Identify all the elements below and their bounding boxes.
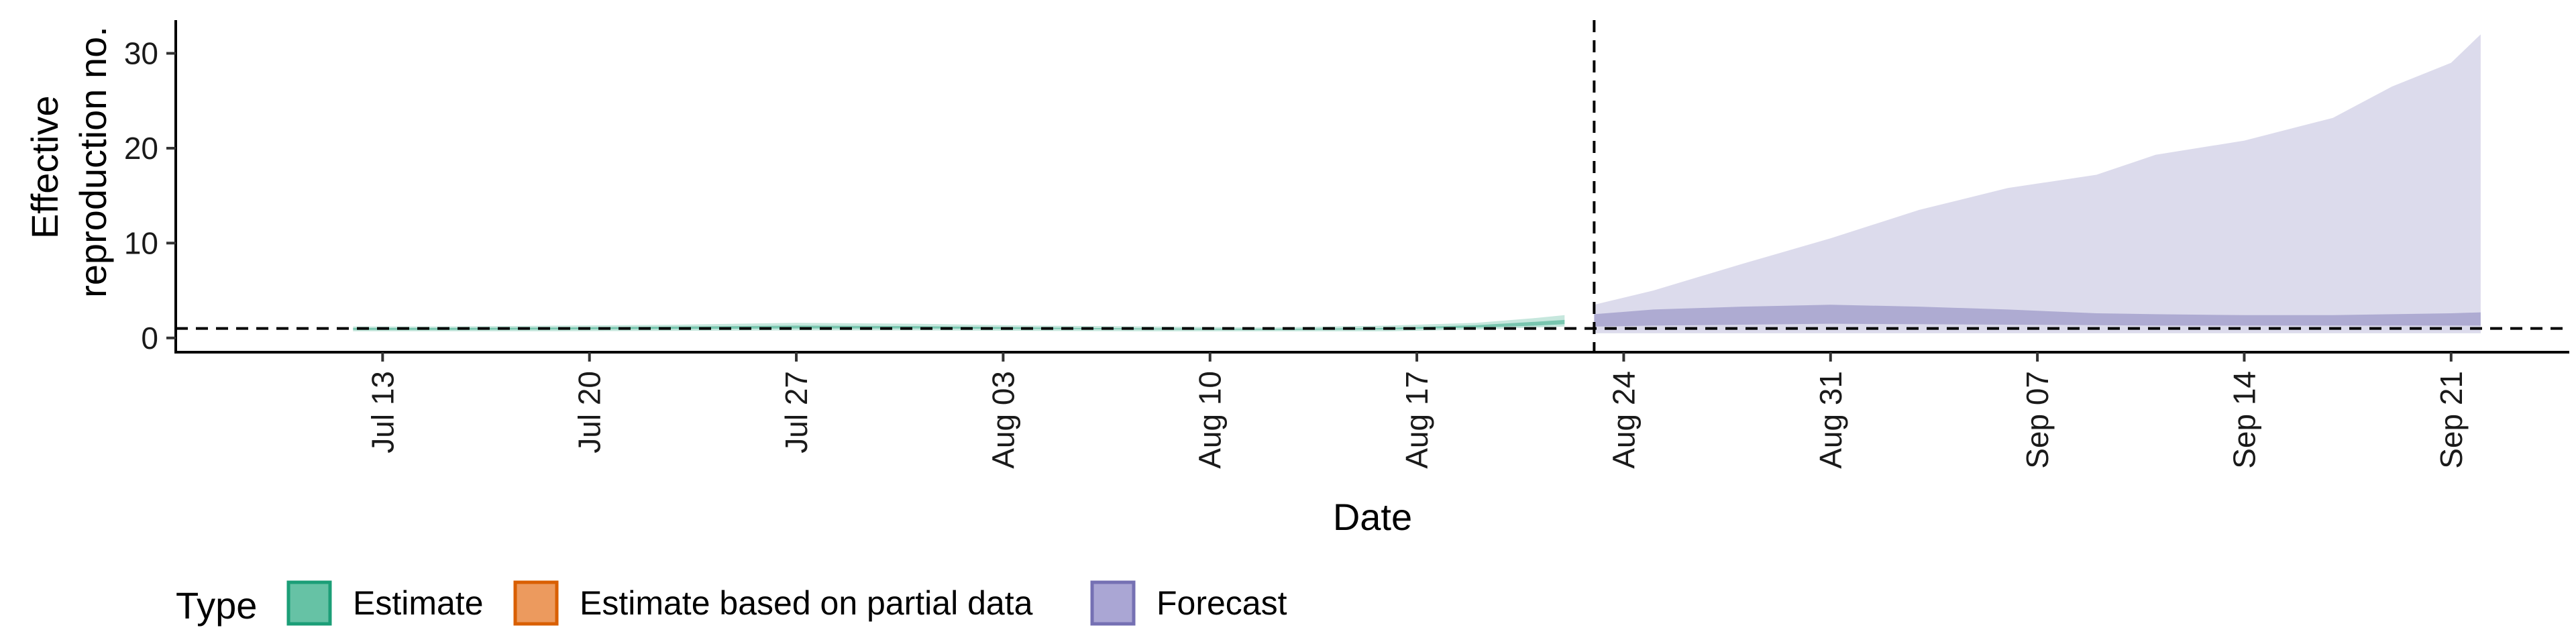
legend-title: Type xyxy=(176,584,257,627)
x-tick-label-jul-13: Jul 13 xyxy=(365,371,400,453)
x-tick-label-sep-21: Sep 21 xyxy=(2434,371,2469,469)
y-axis-title-line-2: reproduction no. xyxy=(72,26,114,298)
series-forecast-outer-band xyxy=(1594,34,2481,333)
legend-key-estimate-based-on-partial-data xyxy=(513,580,559,626)
x-tick-label-jul-27: Jul 27 xyxy=(779,371,814,453)
x-tick-label-aug-24: Aug 24 xyxy=(1606,371,1641,469)
legend: Type Estimate Estimate based on partial d… xyxy=(176,580,1287,627)
y-axis-ticks: 0 10 20 30 xyxy=(124,36,176,356)
x-axis-title: Date xyxy=(1333,496,1412,538)
plot-panel: 0 10 20 30 Jul 13 Jul 20 Jul 27 Aug 03 Aug 10 Au… xyxy=(124,20,2569,469)
y-tick-label-30: 30 xyxy=(124,36,158,71)
legend-key-forecast xyxy=(1090,580,1136,626)
x-tick-label-jul-20: Jul 20 xyxy=(572,371,607,453)
x-tick-label-sep-14: Sep 14 xyxy=(2226,371,2261,469)
series-estimate-outer-band xyxy=(353,315,1565,331)
x-tick-label-aug-03: Aug 03 xyxy=(985,371,1020,469)
legend-label-estimate-based-on-partial-data: Estimate based on partial data xyxy=(580,584,1033,622)
y-tick-label-0: 0 xyxy=(141,321,158,356)
y-tick-label-10: 10 xyxy=(124,225,158,260)
series-forecast-inner-band xyxy=(1594,305,2481,327)
y-axis-title-line-1: Effective xyxy=(23,95,66,239)
series-layer xyxy=(353,34,2481,333)
y-tick-label-20: 20 xyxy=(124,131,158,166)
legend-items: Estimate Estimate based on partial data Fo… xyxy=(286,580,1287,626)
x-tick-label-aug-17: Aug 17 xyxy=(1399,371,1434,469)
series-estimate-inner-band xyxy=(353,319,1565,330)
legend-label-forecast: Forecast xyxy=(1157,584,1287,622)
legend-key-estimate xyxy=(286,580,332,626)
x-tick-label-aug-10: Aug 10 xyxy=(1193,371,1228,469)
y-axis-title: Effective reproduction no. xyxy=(23,26,114,298)
x-tick-label-sep-07: Sep 07 xyxy=(2020,371,2055,469)
legend-label-estimate: Estimate xyxy=(353,584,484,622)
x-axis-ticks: Jul 13 Jul 20 Jul 27 Aug 03 Aug 10 Aug 17 Aug … xyxy=(365,352,2469,469)
x-tick-label-aug-31: Aug 31 xyxy=(1813,371,1848,469)
